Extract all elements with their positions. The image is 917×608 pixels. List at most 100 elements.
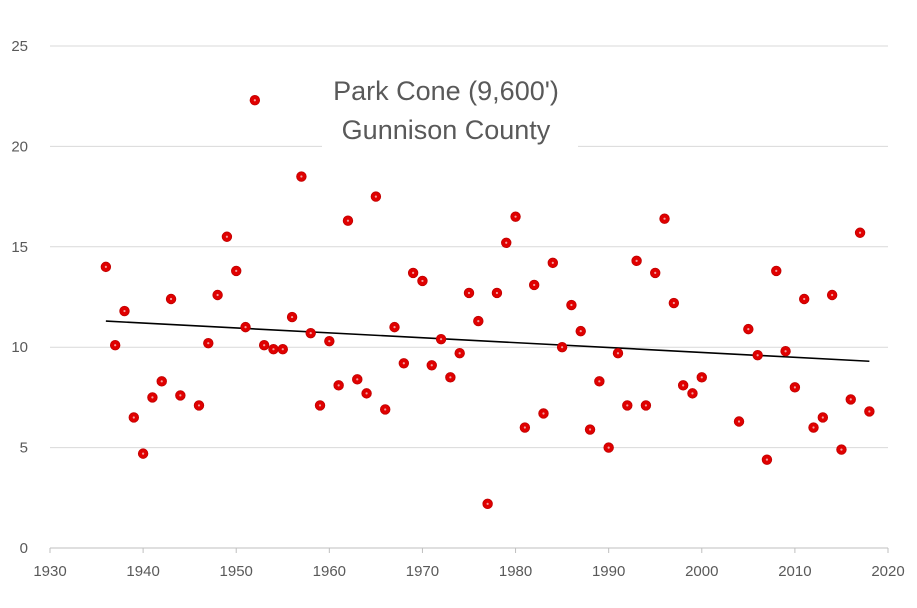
title-line-2: Gunnison County bbox=[342, 115, 551, 145]
data-point-highlight bbox=[430, 364, 433, 367]
data-point bbox=[659, 213, 670, 224]
data-point-highlight bbox=[607, 446, 610, 449]
data-point-highlight bbox=[505, 241, 508, 244]
data-point-highlight bbox=[449, 376, 452, 379]
data-point bbox=[389, 321, 400, 333]
data-point bbox=[221, 231, 233, 242]
x-tick-label: 1970 bbox=[406, 563, 439, 580]
data-point bbox=[603, 442, 614, 453]
data-point-highlight bbox=[337, 384, 340, 387]
y-tick-label: 10 bbox=[11, 339, 28, 356]
data-point bbox=[370, 191, 382, 202]
data-point bbox=[380, 404, 391, 415]
data-point-highlight bbox=[626, 404, 629, 407]
data-point-highlight bbox=[412, 271, 415, 275]
data-point bbox=[268, 344, 279, 355]
data-point-highlight bbox=[328, 340, 331, 343]
data-point bbox=[482, 498, 493, 510]
data-point bbox=[212, 289, 223, 301]
data-point bbox=[826, 289, 838, 301]
data-point-highlight bbox=[663, 217, 666, 220]
data-point bbox=[128, 412, 140, 423]
data-point bbox=[407, 267, 419, 279]
data-point-highlight bbox=[421, 279, 424, 283]
data-point-highlight bbox=[467, 291, 471, 295]
data-point-highlight bbox=[402, 362, 405, 365]
data-point-highlight bbox=[197, 404, 201, 407]
data-point-highlight bbox=[579, 330, 582, 333]
data-point-highlight bbox=[142, 452, 145, 455]
data-point-highlight bbox=[169, 297, 173, 301]
data-point bbox=[426, 360, 437, 371]
data-point-highlight bbox=[523, 426, 526, 429]
data-point bbox=[109, 339, 121, 351]
data-point bbox=[175, 390, 186, 401]
data-point-highlight bbox=[588, 428, 592, 431]
data-point-highlight bbox=[132, 416, 135, 419]
data-point-highlight bbox=[644, 404, 648, 407]
data-point-highlight bbox=[244, 326, 247, 329]
data-point bbox=[258, 339, 270, 351]
data-point bbox=[556, 342, 568, 353]
data-point bbox=[100, 261, 112, 273]
data-point bbox=[687, 388, 698, 399]
data-point-highlight bbox=[235, 269, 238, 272]
data-point bbox=[650, 267, 661, 279]
axes: 0 5 10 15 20 25 1930 1940 1950 1960 1970 1980 1990 20… bbox=[11, 38, 904, 580]
data-point-highlight bbox=[309, 332, 312, 335]
data-point bbox=[575, 325, 586, 337]
data-point-highlight bbox=[570, 303, 573, 307]
data-point bbox=[314, 400, 326, 411]
data-point bbox=[836, 444, 847, 455]
data-point bbox=[566, 299, 577, 311]
data-point-highlight bbox=[207, 342, 210, 345]
data-point-highlight bbox=[812, 426, 815, 429]
data-point bbox=[398, 358, 410, 369]
y-tick-label: 25 bbox=[11, 38, 28, 55]
x-tick-label: 1930 bbox=[33, 563, 66, 580]
data-point bbox=[491, 287, 503, 299]
x-tick-label: 1950 bbox=[220, 563, 253, 580]
y-tick-label: 5 bbox=[20, 440, 28, 457]
data-point-highlight bbox=[439, 338, 443, 341]
x-tick-label: 1990 bbox=[592, 563, 625, 580]
x-tick-label: 2010 bbox=[778, 563, 811, 580]
data-point bbox=[864, 406, 875, 417]
data-point bbox=[631, 255, 642, 267]
data-point-highlight bbox=[272, 348, 275, 351]
data-point-highlight bbox=[533, 283, 536, 287]
data-point bbox=[445, 372, 456, 383]
data-point-highlight bbox=[290, 315, 294, 319]
data-point bbox=[640, 400, 652, 411]
chart-title: Park Cone (9,600') Gunnison County bbox=[322, 70, 578, 152]
data-point-highlight bbox=[775, 269, 778, 272]
data-point bbox=[249, 95, 261, 106]
data-point-highlight bbox=[635, 259, 638, 262]
data-point-highlight bbox=[393, 326, 396, 329]
data-point-highlight bbox=[300, 175, 303, 178]
data-point bbox=[156, 376, 167, 387]
data-point-highlight bbox=[737, 420, 741, 423]
data-point bbox=[845, 394, 856, 405]
data-point-highlight bbox=[318, 404, 322, 407]
data-point-highlight bbox=[179, 394, 182, 397]
x-tick-label: 1980 bbox=[499, 563, 532, 580]
data-point-highlight bbox=[868, 410, 871, 413]
x-tick-label: 1940 bbox=[126, 563, 159, 580]
trendline-group bbox=[105, 320, 870, 363]
data-point-highlight bbox=[821, 416, 824, 419]
data-point bbox=[240, 321, 251, 333]
data-point bbox=[361, 388, 372, 399]
data-point bbox=[417, 275, 428, 287]
data-point bbox=[454, 348, 465, 359]
data-point-highlight bbox=[123, 309, 126, 313]
data-point bbox=[547, 257, 559, 269]
data-point bbox=[789, 382, 801, 393]
data-point-highlight bbox=[365, 392, 368, 395]
data-point-highlight bbox=[281, 348, 284, 351]
data-point-highlight bbox=[765, 458, 769, 461]
data-point bbox=[594, 376, 605, 387]
data-points bbox=[100, 95, 875, 510]
data-point-highlight bbox=[216, 293, 219, 297]
